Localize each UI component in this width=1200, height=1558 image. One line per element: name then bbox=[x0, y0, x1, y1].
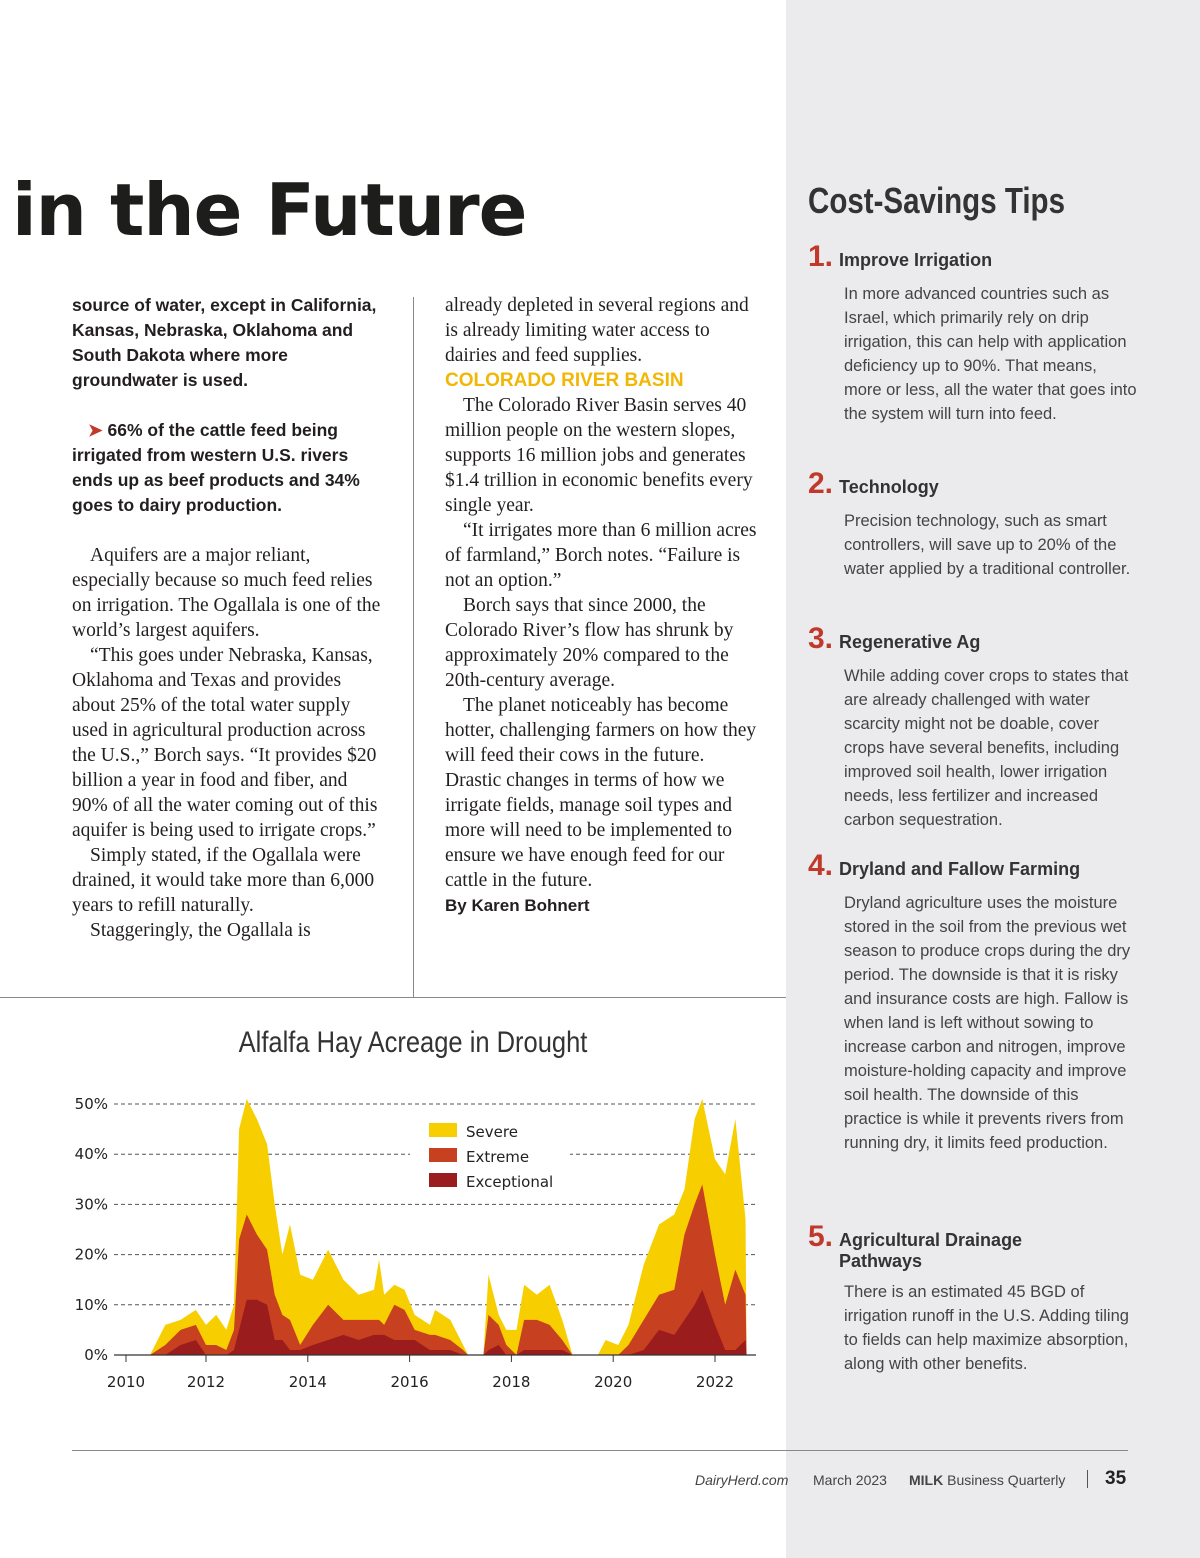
byline: By Karen Bohnert bbox=[445, 896, 590, 915]
bullet-label: 66% of the cattle feed being irrigated f… bbox=[72, 420, 360, 515]
chart-title: Alfalfa Hay Acreage in Drought bbox=[238, 1026, 588, 1059]
headline: in the Future bbox=[12, 168, 527, 252]
legend-label: Severe bbox=[466, 1123, 518, 1141]
tip-5: 5. Agricultural Drainage Pathways There is… bbox=[808, 1220, 1138, 1376]
paragraph: Borch says that since 2000, the Colorado… bbox=[445, 595, 734, 691]
tip-title: Technology bbox=[839, 477, 939, 497]
y-tick-label: 0% bbox=[84, 1346, 108, 1364]
area-severe bbox=[150, 1098, 747, 1355]
column-2: already depleted in several regions and … bbox=[445, 293, 760, 918]
footer-rule bbox=[72, 1450, 1128, 1451]
legend-swatch-extreme bbox=[429, 1148, 457, 1162]
paragraph: “This goes under Nebraska, Kansas, Oklah… bbox=[72, 645, 378, 841]
tip-number: 1. bbox=[808, 240, 834, 273]
paragraph: “It irrigates more than 6 million acres … bbox=[445, 520, 757, 591]
legend-swatch-exceptional bbox=[429, 1173, 457, 1187]
tip-body: Precision technology, such as smart cont… bbox=[844, 512, 1131, 578]
paragraph: The Colorado River Basin serves 40 milli… bbox=[445, 395, 753, 516]
brand-bold: MILK bbox=[909, 1472, 944, 1488]
footer-site: DairyHerd.com bbox=[695, 1472, 789, 1488]
tip-title: Improve Irrigation bbox=[839, 250, 993, 270]
paragraph: Simply stated, if the Ogallala were drai… bbox=[72, 845, 375, 916]
x-tick-label: 2020 bbox=[594, 1373, 632, 1391]
bullet-text: ➤ 66% of the cattle feed being irrigated… bbox=[72, 418, 387, 518]
footer-separator bbox=[1087, 1470, 1088, 1488]
footer-publication: MILK Business Quarterly bbox=[909, 1472, 1065, 1488]
tips-title: Cost-Savings Tips bbox=[808, 180, 1065, 221]
legend-label: Exceptional bbox=[466, 1173, 553, 1191]
x-tick-label: 2014 bbox=[289, 1373, 327, 1391]
brand-rest: Business Quarterly bbox=[943, 1472, 1066, 1488]
column-divider bbox=[413, 297, 414, 997]
arrow-icon: ➤ bbox=[88, 420, 108, 440]
tip-1: 1. Improve Irrigation In more advanced cou… bbox=[808, 240, 1138, 426]
tip-body: While adding cover crops to states that … bbox=[844, 667, 1129, 829]
tip-2: 2. Technology Precision technology, such a… bbox=[808, 467, 1138, 581]
x-tick-label: 2010 bbox=[107, 1373, 145, 1391]
paragraph: The planet noticeably has become hotter,… bbox=[445, 695, 757, 891]
legend-label: Extreme bbox=[466, 1148, 529, 1166]
intro-text: source of water, except in California, K… bbox=[72, 295, 377, 390]
tip-title: Agricultural Drainage Pathways bbox=[839, 1230, 1023, 1271]
tip-number: 2. bbox=[808, 467, 834, 500]
area-exceptional bbox=[150, 1289, 747, 1355]
y-tick-label: 50% bbox=[75, 1095, 108, 1113]
sidebar-panel bbox=[786, 0, 1200, 1558]
footer-date: March 2023 bbox=[813, 1472, 887, 1488]
paragraph: Staggeringly, the Ogallala is bbox=[90, 920, 311, 941]
tip-4: 4. Dryland and Fallow Farming Dryland agri… bbox=[808, 849, 1138, 1155]
x-tick-label: 2016 bbox=[391, 1373, 429, 1391]
drought-chart: 0% 10% 20% 30% 40% 50% 2010 2012 2014 2016 2018 202… bbox=[75, 1095, 756, 1391]
paragraph: already depleted in several regions and … bbox=[445, 295, 749, 366]
y-tick-label: 40% bbox=[75, 1145, 108, 1163]
tip-number: 4. bbox=[808, 849, 834, 882]
x-tick-label: 2022 bbox=[696, 1373, 734, 1391]
x-tick-label: 2012 bbox=[187, 1373, 225, 1391]
tip-body: There is an estimated 45 BGD of irrigati… bbox=[844, 1283, 1129, 1373]
column-1: source of water, except in California, K… bbox=[72, 293, 387, 943]
tip-title: Regenerative Ag bbox=[839, 632, 981, 652]
y-tick-label: 10% bbox=[75, 1296, 108, 1314]
page-number: 35 bbox=[1105, 1468, 1127, 1489]
tip-title: Dryland and Fallow Farming bbox=[839, 859, 1081, 879]
y-tick-label: 30% bbox=[75, 1195, 108, 1213]
tip-number: 3. bbox=[808, 622, 834, 655]
section-divider bbox=[0, 997, 786, 998]
tip-body: Dryland agriculture uses the moisture st… bbox=[844, 894, 1131, 1152]
paragraph: Aquifers are a major reliant, especially… bbox=[72, 545, 381, 641]
tip-body: In more advanced countries such as Israe… bbox=[844, 285, 1137, 423]
subhead: COLORADO RIVER BASIN bbox=[445, 370, 684, 391]
tip-3: 3. Regenerative Ag While adding cover crop… bbox=[808, 622, 1138, 832]
legend-swatch-severe bbox=[429, 1123, 457, 1137]
tip-number: 5. bbox=[808, 1220, 834, 1253]
y-tick-label: 20% bbox=[75, 1246, 108, 1264]
x-tick-label: 2018 bbox=[492, 1373, 530, 1391]
